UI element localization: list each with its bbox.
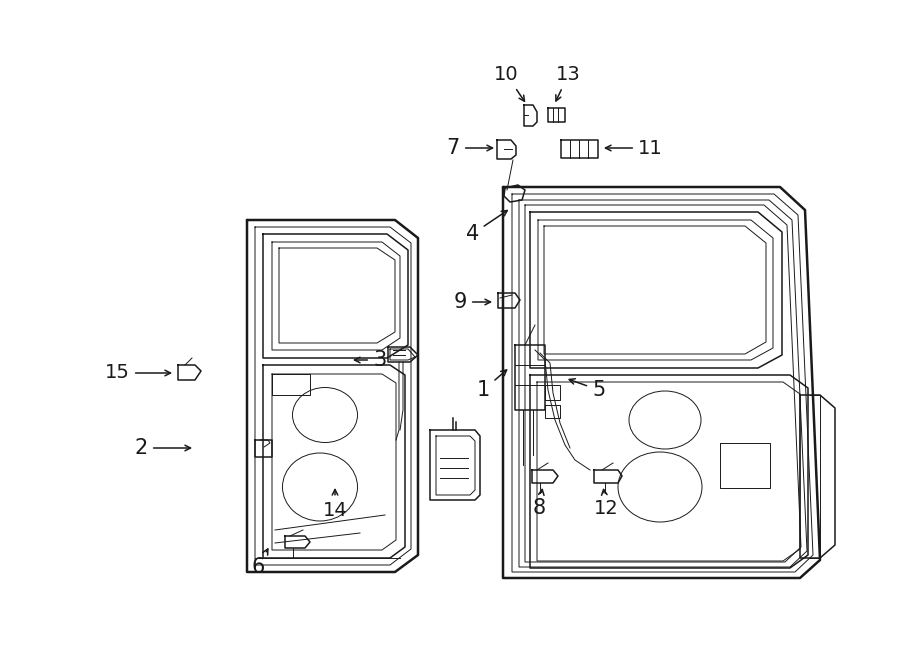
Text: 6: 6 — [251, 549, 268, 577]
Text: 14: 14 — [322, 490, 347, 520]
Text: 9: 9 — [454, 292, 491, 312]
Text: 2: 2 — [135, 438, 191, 458]
Text: 3: 3 — [355, 350, 386, 370]
Text: 8: 8 — [533, 489, 545, 518]
Text: 10: 10 — [494, 65, 525, 101]
Text: 13: 13 — [556, 65, 581, 101]
Text: 11: 11 — [606, 139, 662, 157]
Text: 7: 7 — [446, 138, 492, 158]
Text: 15: 15 — [105, 364, 170, 383]
Text: 12: 12 — [594, 489, 618, 518]
Text: 1: 1 — [477, 370, 507, 400]
Text: 4: 4 — [466, 210, 508, 244]
Text: 5: 5 — [569, 379, 605, 400]
